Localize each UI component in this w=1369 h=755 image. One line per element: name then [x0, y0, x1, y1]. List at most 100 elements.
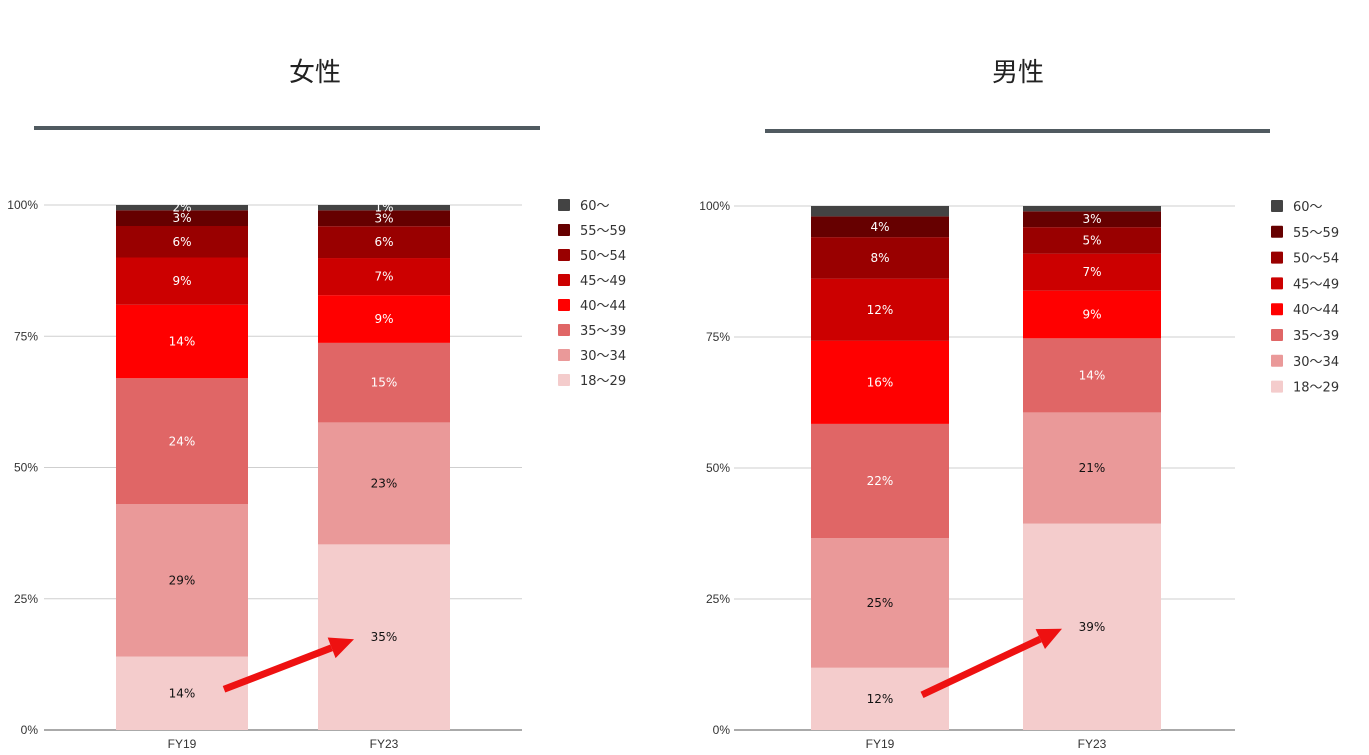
- bar-segment: [1023, 523, 1161, 730]
- bar-segment: [811, 216, 949, 238]
- data-label: 3%: [374, 211, 393, 225]
- data-label: 14%: [1079, 368, 1106, 382]
- legend-swatch: [558, 199, 570, 211]
- data-label: 35%: [371, 630, 398, 644]
- data-label: 39%: [1079, 620, 1106, 634]
- data-label: 1%: [374, 201, 393, 215]
- bar-segment: [318, 210, 450, 227]
- y-tick-label: 75%: [14, 329, 38, 343]
- legend-label: 60〜: [1293, 200, 1323, 215]
- bar-segment: [318, 422, 450, 545]
- bar-segment: [318, 342, 450, 423]
- data-label: 3%: [1082, 212, 1101, 226]
- data-label: 21%: [1079, 461, 1106, 475]
- data-label: 22%: [867, 474, 894, 488]
- y-tick-label: 100%: [7, 198, 38, 212]
- y-tick-label: 25%: [14, 592, 38, 606]
- legend-swatch: [558, 349, 570, 361]
- legend-swatch: [558, 324, 570, 336]
- data-label: 12%: [867, 303, 894, 317]
- legend-swatch: [1271, 380, 1283, 393]
- data-label: 29%: [169, 573, 196, 587]
- legend-label: 30〜34: [1293, 355, 1339, 370]
- y-tick-label: 75%: [706, 330, 730, 344]
- legend-swatch: [1271, 329, 1283, 341]
- data-label: 7%: [374, 270, 393, 284]
- legend-label: 60〜: [580, 199, 610, 214]
- data-label: 6%: [374, 235, 393, 249]
- legend-label: 45〜49: [580, 274, 626, 289]
- chart-panel-female: 女性 0% 25% 50% 75% 100% 14% 29% 24% 14% 9% 6% 3% 2% FY…: [7, 58, 626, 751]
- legend-label: 40〜44: [580, 299, 626, 314]
- legend-label: 50〜54: [1293, 252, 1339, 267]
- chart-title: 男性: [991, 58, 1044, 88]
- data-label: 2%: [172, 201, 191, 215]
- y-tick-label: 100%: [699, 199, 730, 213]
- bar-segment: [811, 340, 949, 424]
- bar-segment: [1023, 206, 1161, 212]
- bar-segment: [116, 226, 248, 258]
- legend-label: 35〜39: [580, 324, 626, 339]
- bar-segment: [116, 205, 248, 211]
- data-label: 23%: [371, 476, 398, 490]
- bar-segment: [1023, 338, 1161, 413]
- legend-swatch: [1271, 303, 1283, 316]
- data-label: 9%: [374, 312, 393, 326]
- legend-label: 35〜39: [1293, 329, 1339, 344]
- data-label: 9%: [172, 274, 191, 288]
- y-tick-label: 0%: [21, 723, 39, 737]
- title-divider: [765, 129, 1270, 133]
- data-label: 14%: [169, 335, 196, 349]
- x-tick-label: FY19: [866, 737, 895, 751]
- bar-segment: [811, 237, 949, 279]
- y-tick-label: 0%: [713, 723, 731, 737]
- bar-segment: [116, 504, 248, 657]
- bar-segment: [1023, 412, 1161, 524]
- bar-segment: [116, 656, 248, 730]
- chart-title: 女性: [288, 58, 341, 88]
- legend-label: 45〜49: [1293, 277, 1339, 292]
- legend-label: 55〜59: [580, 224, 626, 239]
- arrow-head: [327, 637, 354, 659]
- bar-segment: [811, 206, 949, 217]
- x-tick-label: FY19: [168, 737, 197, 751]
- bar-segment: [116, 210, 248, 226]
- legend-swatch: [558, 299, 570, 311]
- data-label: 5%: [1082, 233, 1101, 247]
- stacked-bar-chart-female: 0%25%50%75%100%14%29%24%14%9%6%3%2%FY193…: [7, 198, 626, 751]
- stacked-bar-chart-male: 0% 25% 50% 75% 100% 12% 25% 22% 16% 12% 8% 4% FY19 39…: [699, 199, 1339, 751]
- arrow-shaft: [920, 635, 1042, 699]
- legend-swatch: [558, 224, 570, 236]
- bar-segment: [318, 226, 450, 259]
- data-label: 24%: [169, 434, 196, 448]
- bar-segment: [811, 278, 949, 341]
- data-label: 7%: [1082, 265, 1101, 279]
- data-label: 3%: [172, 211, 191, 225]
- x-tick-label: FY23: [370, 737, 399, 751]
- legend-label: 18〜29: [580, 374, 626, 389]
- legend-label: 30〜34: [580, 349, 626, 364]
- data-label: 6%: [172, 235, 191, 249]
- y-tick-label: 25%: [706, 592, 730, 606]
- data-label: 14%: [169, 686, 196, 700]
- legend-swatch: [1271, 200, 1283, 212]
- bar-segment: [116, 304, 248, 379]
- bar-segment: [116, 378, 248, 505]
- bar-segment: [116, 257, 248, 305]
- data-label: 8%: [870, 251, 889, 265]
- bar-segment: [811, 423, 949, 539]
- arrow-head: [1035, 628, 1062, 649]
- bar-segment: [318, 258, 450, 296]
- data-label: 9%: [1082, 308, 1101, 322]
- bar-segment: [1023, 290, 1161, 339]
- title-divider: [34, 126, 540, 130]
- bar-segment: [318, 295, 450, 343]
- data-label: 15%: [371, 376, 398, 390]
- legend-swatch: [1271, 225, 1283, 238]
- legend-swatch: [558, 374, 570, 386]
- bar-segment: [1023, 253, 1161, 291]
- legend-label: 50〜54: [580, 249, 626, 264]
- legend-label: 18〜29: [1293, 381, 1339, 396]
- data-label: 25%: [867, 596, 894, 610]
- bar-segment: [811, 667, 949, 730]
